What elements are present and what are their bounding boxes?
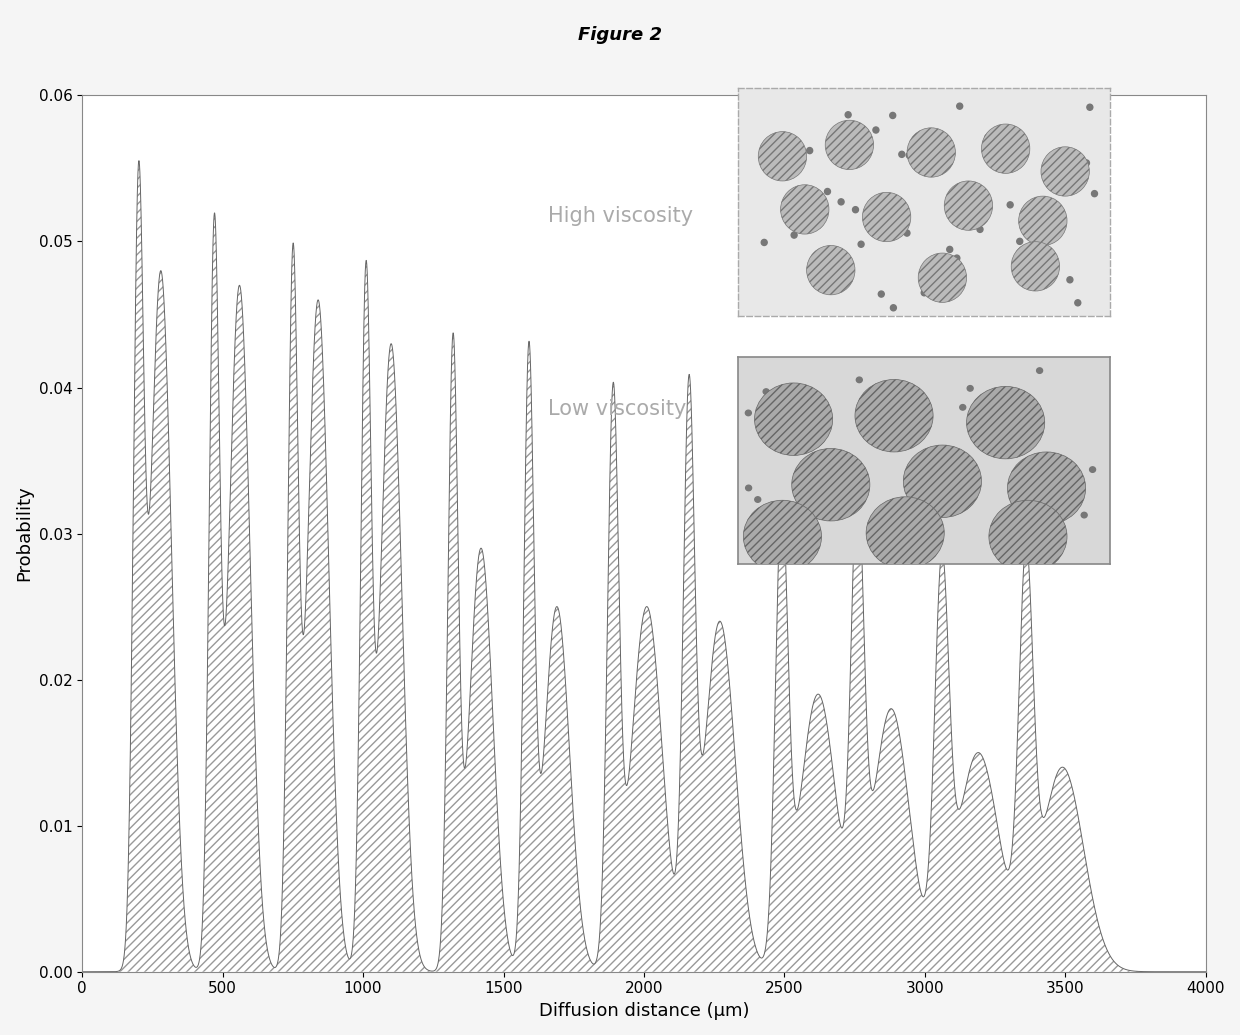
Circle shape: [754, 383, 832, 455]
Circle shape: [908, 128, 955, 177]
Circle shape: [838, 199, 844, 205]
Circle shape: [846, 112, 851, 118]
Circle shape: [890, 304, 897, 310]
Circle shape: [903, 445, 982, 518]
Circle shape: [770, 140, 775, 145]
Circle shape: [957, 104, 962, 110]
Circle shape: [858, 241, 864, 247]
Circle shape: [763, 389, 769, 394]
Circle shape: [967, 386, 973, 391]
Text: High viscosity: High viscosity: [548, 206, 693, 227]
Text: Figure 2: Figure 2: [578, 26, 662, 43]
Circle shape: [921, 290, 928, 296]
Circle shape: [985, 135, 991, 141]
Circle shape: [807, 148, 812, 153]
Circle shape: [1045, 205, 1052, 211]
Circle shape: [1084, 160, 1090, 166]
X-axis label: Diffusion distance (μm): Diffusion distance (μm): [538, 1002, 749, 1021]
Circle shape: [1007, 452, 1086, 525]
Circle shape: [833, 487, 839, 493]
Circle shape: [899, 151, 905, 157]
Circle shape: [960, 405, 966, 410]
Circle shape: [954, 255, 960, 261]
Circle shape: [816, 201, 821, 207]
Circle shape: [893, 214, 899, 220]
Circle shape: [745, 485, 751, 491]
Circle shape: [1019, 197, 1066, 245]
Circle shape: [1007, 202, 1013, 208]
Circle shape: [977, 227, 983, 233]
Circle shape: [806, 245, 854, 295]
Circle shape: [1091, 190, 1097, 197]
Circle shape: [1081, 512, 1087, 518]
Circle shape: [890, 113, 895, 118]
Circle shape: [755, 497, 760, 502]
Circle shape: [1037, 367, 1043, 374]
Circle shape: [990, 500, 1066, 572]
Circle shape: [818, 209, 825, 215]
Circle shape: [1017, 238, 1023, 244]
Circle shape: [918, 254, 967, 302]
Circle shape: [761, 239, 768, 245]
Circle shape: [1066, 276, 1073, 283]
Circle shape: [1042, 147, 1090, 197]
Circle shape: [982, 124, 1029, 174]
Circle shape: [1043, 277, 1049, 284]
Circle shape: [754, 542, 760, 548]
Circle shape: [853, 207, 858, 213]
Circle shape: [873, 127, 879, 134]
Circle shape: [1090, 467, 1096, 472]
Circle shape: [981, 206, 987, 212]
Circle shape: [947, 246, 952, 253]
Circle shape: [743, 500, 821, 572]
Circle shape: [826, 120, 873, 170]
Circle shape: [1021, 508, 1025, 514]
Circle shape: [825, 188, 831, 195]
Circle shape: [791, 232, 797, 238]
Circle shape: [866, 497, 945, 569]
Circle shape: [929, 146, 935, 152]
Circle shape: [1075, 300, 1081, 305]
Circle shape: [971, 415, 977, 420]
Circle shape: [745, 410, 751, 416]
Circle shape: [775, 154, 781, 160]
Circle shape: [791, 448, 869, 521]
Circle shape: [875, 423, 882, 428]
Text: Low viscosity: Low viscosity: [548, 400, 687, 419]
Circle shape: [878, 291, 884, 297]
Circle shape: [857, 377, 862, 383]
Circle shape: [930, 157, 935, 164]
Circle shape: [967, 386, 1044, 459]
Circle shape: [945, 181, 992, 231]
Circle shape: [1087, 105, 1092, 111]
Circle shape: [1012, 242, 1060, 291]
Circle shape: [863, 193, 910, 242]
Circle shape: [759, 131, 806, 181]
Circle shape: [856, 380, 932, 452]
Circle shape: [781, 185, 828, 234]
Y-axis label: Probability: Probability: [15, 485, 33, 582]
Circle shape: [906, 152, 913, 158]
Circle shape: [968, 194, 975, 200]
Circle shape: [904, 230, 910, 236]
Circle shape: [875, 204, 882, 210]
